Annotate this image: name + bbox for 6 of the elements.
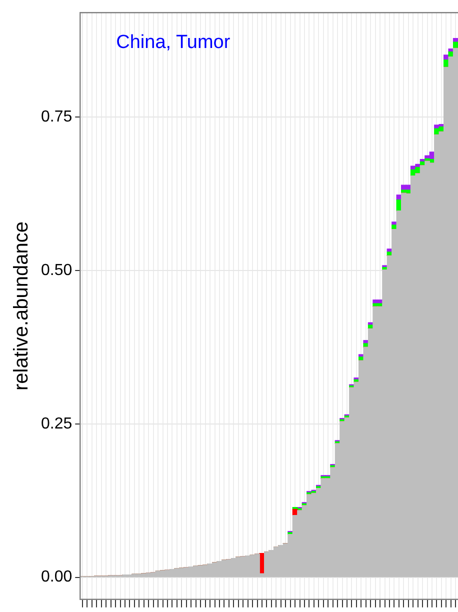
y-tick-label: 0.00	[41, 568, 72, 586]
y-axis-title: relative.abundance	[10, 221, 33, 391]
y-tick-label: 0.50	[41, 262, 72, 279]
text: China, Tumor	[116, 32, 231, 53]
y-tick-label: 0.25	[41, 415, 72, 432]
y-tick-label: 0.75	[41, 108, 72, 126]
